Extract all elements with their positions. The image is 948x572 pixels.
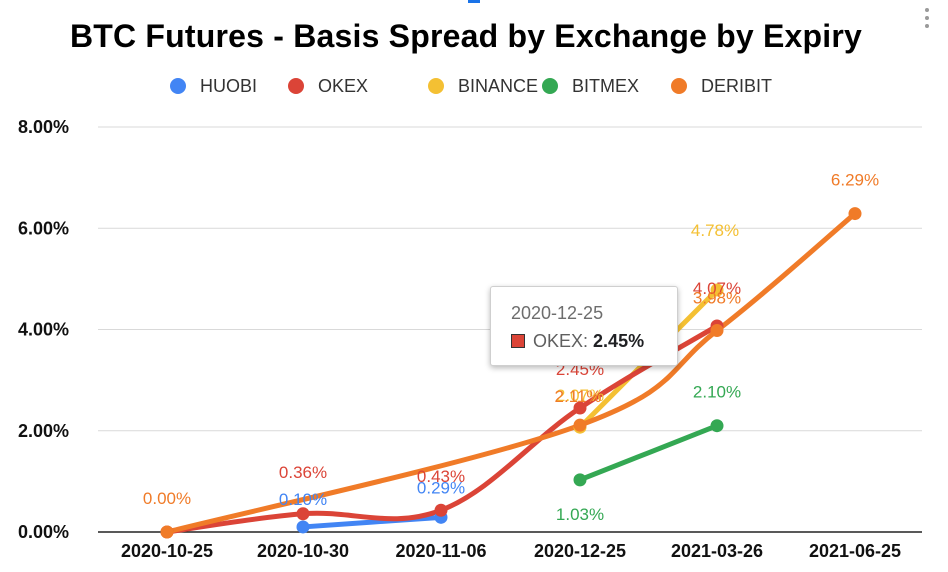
x-tick-label: 2020-11-06 — [395, 541, 486, 561]
data-point-bitmex — [710, 419, 724, 433]
data-label: 4.78% — [691, 221, 739, 240]
tooltip-value: 2.45% — [593, 331, 645, 351]
data-point-bitmex — [573, 473, 587, 487]
data-label: 0.43% — [417, 467, 465, 486]
legend-marker — [428, 78, 444, 94]
data-label: 0.29% — [417, 478, 465, 497]
series-line-deribit — [164, 211, 858, 535]
tooltip-swatch — [511, 334, 525, 348]
data-point-deribit — [848, 207, 862, 221]
data-label: 2.10% — [693, 383, 741, 402]
x-tick-label: 2020-10-30 — [257, 541, 349, 561]
data-point-okex — [573, 401, 587, 415]
more-options-icon[interactable] — [922, 8, 932, 34]
data-label: 1.03% — [556, 505, 604, 524]
data-label: 0.10% — [279, 490, 327, 509]
tooltip-series: OKEX — [533, 331, 584, 351]
data-point-binance — [710, 283, 724, 297]
legend-label: OKEX — [318, 76, 368, 96]
legend-marker — [671, 78, 687, 94]
series-line-bitmex — [577, 423, 720, 483]
y-axis-ticks: 0.00% 2.00% 4.00% 6.00% 8.00% — [18, 117, 69, 542]
legend-marker — [288, 78, 304, 94]
data-label: 0.36% — [279, 463, 327, 482]
y-tick-label: 6.00% — [18, 218, 69, 238]
data-point-deribit — [573, 418, 587, 432]
legend-label: BINANCE — [458, 76, 538, 96]
tooltip-date: 2020-12-25 — [511, 303, 604, 323]
y-tick-label: 2.00% — [18, 421, 69, 441]
data-label: 0.00% — [143, 489, 191, 508]
data-label: 6.29% — [831, 171, 879, 190]
series-line-huobi — [300, 514, 444, 530]
legend-label: DERIBIT — [701, 76, 772, 96]
x-tick-label: 2020-10-25 — [121, 541, 213, 561]
data-labels: 0.10% 0.29% 2.07% 4.78% 1.03% 2.10% 0.36% 0.43%… — [143, 171, 879, 524]
data-label: 2.11% — [555, 387, 602, 406]
data-point-okex — [434, 503, 448, 517]
y-tick-label: 8.00% — [18, 117, 69, 137]
series-lines — [164, 211, 858, 535]
chart-tooltip: 2020-12-25 OKEX: 2.45% — [490, 286, 678, 366]
data-point-okex — [296, 507, 310, 521]
legend: HUOBI OKEX BINANCE BITMEX DERIBIT — [170, 76, 772, 96]
data-label: 2.07% — [556, 386, 604, 405]
y-tick-label: 0.00% — [18, 522, 69, 542]
data-label: 4.07% — [693, 279, 741, 298]
data-point-huobi — [296, 520, 310, 534]
data-point-deribit — [160, 525, 174, 539]
x-tick-label: 2020-12-25 — [534, 541, 626, 561]
selection-marker — [468, 0, 480, 3]
chart-title: BTC Futures - Basis Spread by Exchange b… — [69, 18, 863, 54]
x-tick-label: 2021-06-25 — [809, 541, 901, 561]
series-points — [160, 207, 862, 539]
grid-lines — [98, 126, 922, 533]
data-label: 3.98% — [693, 289, 741, 308]
x-tick-label: 2021-03-26 — [671, 541, 763, 561]
legend-marker — [542, 78, 558, 94]
legend-marker — [170, 78, 186, 94]
legend-label: BITMEX — [572, 76, 639, 96]
tooltip-row: OKEX: 2.45% — [511, 331, 644, 352]
data-point-deribit — [710, 324, 724, 338]
x-axis-ticks: 2020-10-25 2020-10-30 2020-11-06 2020-12-25… — [121, 541, 901, 561]
y-tick-label: 4.00% — [18, 320, 69, 340]
legend-label: HUOBI — [200, 76, 257, 96]
